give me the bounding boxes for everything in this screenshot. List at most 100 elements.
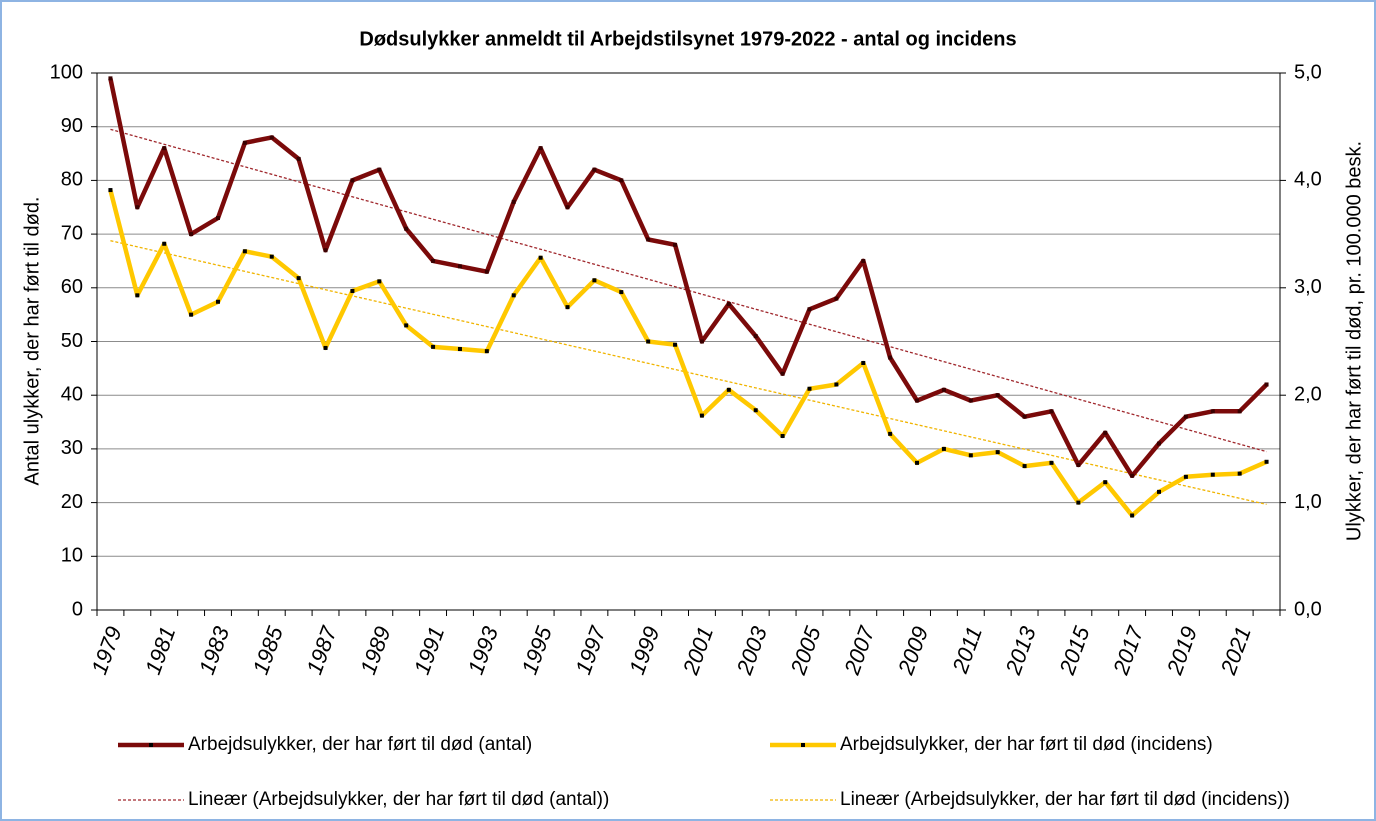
data-point [242, 140, 247, 145]
data-point [296, 156, 301, 161]
data-point [457, 347, 462, 352]
data-point [135, 293, 140, 298]
data-point [1022, 414, 1027, 419]
y-tick-label: 70 [61, 222, 83, 244]
y-tick-label: 50 [61, 330, 83, 352]
y-tick-label: 80 [61, 169, 83, 191]
data-point [484, 349, 489, 354]
y-tick-label: 10 [61, 545, 83, 567]
data-point [619, 178, 624, 183]
data-point [915, 398, 920, 403]
data-point [108, 76, 113, 81]
data-point [565, 305, 570, 310]
legend-label: Arbejdsulykker, der har ført til død (an… [188, 734, 532, 755]
data-point [1264, 459, 1269, 464]
data-point [1130, 473, 1135, 478]
data-point [888, 431, 893, 436]
data-point [1237, 409, 1242, 414]
data-point [1157, 489, 1162, 494]
data-point [323, 248, 328, 253]
y2-tick-label: 5,0 [1294, 61, 1322, 83]
data-point [619, 290, 624, 295]
data-point [1210, 472, 1215, 477]
data-point [726, 301, 731, 306]
data-point [1022, 464, 1027, 469]
data-point [377, 167, 382, 172]
data-point [511, 293, 516, 298]
legend-label: Lineær (Arbejdsulykker, der har ført til… [840, 789, 1290, 810]
data-point [269, 135, 274, 140]
y-tick-label: 30 [61, 437, 83, 459]
data-point [189, 232, 194, 237]
data-point [162, 146, 167, 151]
y-tick-label: 0 [72, 598, 83, 620]
y-tick-label: 40 [61, 383, 83, 405]
data-point [592, 278, 597, 283]
data-point [807, 307, 812, 312]
data-point [995, 450, 1000, 455]
data-line [108, 77, 1269, 479]
data-point [377, 279, 382, 284]
y2-tick-label: 1,0 [1294, 491, 1322, 513]
data-point [941, 387, 946, 392]
data-point [135, 205, 140, 210]
data-point [834, 382, 839, 387]
y2-tick-label: 2,0 [1294, 383, 1322, 405]
data-point [780, 371, 785, 376]
y-tick-label: 90 [61, 115, 83, 137]
y2-tick-label: 3,0 [1294, 276, 1322, 298]
data-point [1049, 460, 1054, 465]
data-point [215, 215, 220, 220]
data-point [538, 255, 543, 260]
y-tick-label: 20 [61, 491, 83, 513]
data-point [323, 345, 328, 350]
data-point [108, 188, 113, 193]
data-point [1076, 463, 1081, 468]
data-point [673, 242, 678, 247]
data-point [1183, 474, 1188, 479]
data-point [404, 323, 409, 328]
data-point [269, 254, 274, 259]
data-point [995, 393, 1000, 398]
data-point [350, 178, 355, 183]
data-point [1237, 471, 1242, 476]
data-point [673, 342, 678, 347]
data-point [350, 289, 355, 294]
data-point [807, 386, 812, 391]
data-point [1049, 409, 1054, 414]
data-point [538, 146, 543, 151]
legend-marker [149, 743, 153, 747]
legend-marker [801, 743, 805, 747]
data-point [296, 276, 301, 281]
chart-title: Dødsulykker anmeldt til Arbejdstilsynet … [359, 28, 1016, 50]
data-point [941, 446, 946, 451]
y-tick-label: 60 [61, 276, 83, 298]
y-axis-label: Antal ulykker, der har ført til død. [21, 197, 43, 486]
data-point [699, 413, 704, 418]
data-point [834, 296, 839, 301]
data-point [404, 226, 409, 231]
data-point [780, 434, 785, 439]
data-point [565, 205, 570, 210]
data-point [431, 258, 436, 263]
data-point [215, 299, 220, 304]
data-line [108, 189, 1268, 518]
data-point [1130, 513, 1135, 518]
data-point [242, 249, 247, 254]
data-point [646, 237, 651, 242]
data-point [968, 398, 973, 403]
data-point [753, 408, 758, 413]
y2-tick-label: 4,0 [1294, 169, 1322, 191]
data-point [968, 453, 973, 458]
data-point [189, 312, 194, 317]
data-point [726, 387, 731, 392]
data-point [646, 339, 651, 344]
y2-axis-label: Ulykker, der har ført til død, pr. 100.0… [1343, 141, 1365, 541]
legend-label: Lineær (Arbejdsulykker, der har ført til… [188, 789, 609, 810]
data-point [162, 241, 167, 246]
data-point [1076, 500, 1081, 505]
data-point [1157, 441, 1162, 446]
data-point [1183, 414, 1188, 419]
